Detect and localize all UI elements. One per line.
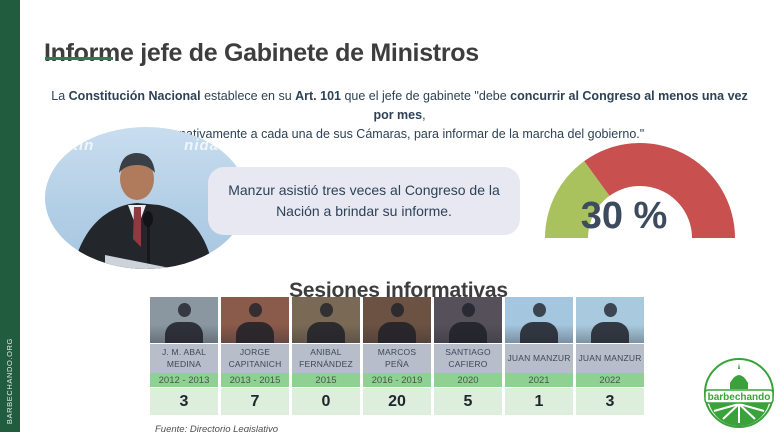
minister-period: 2022: [576, 373, 644, 387]
minister-name: ANIBAL FERNÁNDEZ: [292, 344, 360, 373]
minister-name: J. M. ABAL MEDINA: [150, 344, 218, 373]
minister-photo: [505, 297, 573, 343]
minister-session-count: 3: [576, 388, 644, 415]
minister-period: 2013 - 2015: [221, 373, 289, 387]
minister-column: JUAN MANZUR 2021 1: [505, 297, 573, 415]
minister-photo: [576, 297, 644, 343]
minister-name: JORGE CAPITANICH: [221, 344, 289, 373]
congress-dome: [730, 363, 748, 389]
minister-session-count: 5: [434, 388, 502, 415]
gauge-value-label: 30 %: [581, 195, 668, 237]
left-green-bar: BARBECHANDO.ORG: [0, 0, 20, 432]
minister-period: 2016 - 2019: [363, 373, 431, 387]
page-title: Informe jefe de Gabinete de Ministros: [44, 38, 479, 67]
barbechando-logo: barbechando: [701, 355, 777, 431]
minister-column: ANIBAL FERNÁNDEZ 2015 0: [292, 297, 360, 415]
minister-name: MARCOS PEÑA: [363, 344, 431, 373]
speech-bubble-text: Manzur asistió tres veces al Congreso de…: [228, 182, 500, 219]
minister-name: JUAN MANZUR: [576, 344, 644, 373]
gauge-segment-red: [584, 143, 735, 238]
minister-session-count: 1: [505, 388, 573, 415]
gauge-segment-green: [545, 161, 610, 238]
minister-period: 2015: [292, 373, 360, 387]
minister-session-count: 3: [150, 388, 218, 415]
intro-line-1: La Constitución Nacional establece en su…: [51, 88, 748, 122]
speech-bubble: Manzur asistió tres veces al Congreso de…: [208, 167, 520, 235]
minister-photo: [150, 297, 218, 343]
backdrop-fragment: nida: [184, 137, 219, 154]
argentina-unida-backdrop: tin nida: [45, 137, 247, 154]
minister-photo: [434, 297, 502, 343]
minister-column: J. M. ABAL MEDINA 2012 - 2013 3: [150, 297, 218, 415]
minister-photo: [292, 297, 360, 343]
minister-column: SANTIAGO CAFIERO 2020 5: [434, 297, 502, 415]
minister-period: 2012 - 2013: [150, 373, 218, 387]
title-underline: [45, 57, 113, 60]
minister-period: 2020: [434, 373, 502, 387]
speaker-silhouette: [73, 153, 213, 269]
minister-period: 2021: [505, 373, 573, 387]
intro-text: La Constitución Nacional establece en su…: [40, 87, 759, 145]
minister-photo: [221, 297, 289, 343]
minister-session-count: 20: [363, 388, 431, 415]
minister-session-count: 0: [292, 388, 360, 415]
minister-session-count: 7: [221, 388, 289, 415]
intro-line-2: alternativamente a cada una de sus Cámar…: [154, 127, 645, 142]
site-label: BARBECHANDO.ORG: [5, 337, 14, 424]
minister-column: JUAN MANZUR 2022 3: [576, 297, 644, 415]
minister-column: MARCOS PEÑA 2016 - 2019 20: [363, 297, 431, 415]
attendance-gauge: 30 %: [540, 138, 740, 238]
sessions-table: J. M. ABAL MEDINA 2012 - 2013 3 JORGE CA…: [150, 297, 644, 415]
minister-name: SANTIAGO CAFIERO: [434, 344, 502, 373]
logo-wordmark: barbechando: [708, 392, 771, 403]
backdrop-fragment: tin: [73, 137, 95, 154]
source-note: Fuente: Directorio Legislativo: [155, 423, 279, 432]
minister-name: JUAN MANZUR: [505, 344, 573, 373]
minister-photo: [363, 297, 431, 343]
minister-column: JORGE CAPITANICH 2013 - 2015 7: [221, 297, 289, 415]
sessions-title: Sesiones informativas: [289, 279, 508, 303]
